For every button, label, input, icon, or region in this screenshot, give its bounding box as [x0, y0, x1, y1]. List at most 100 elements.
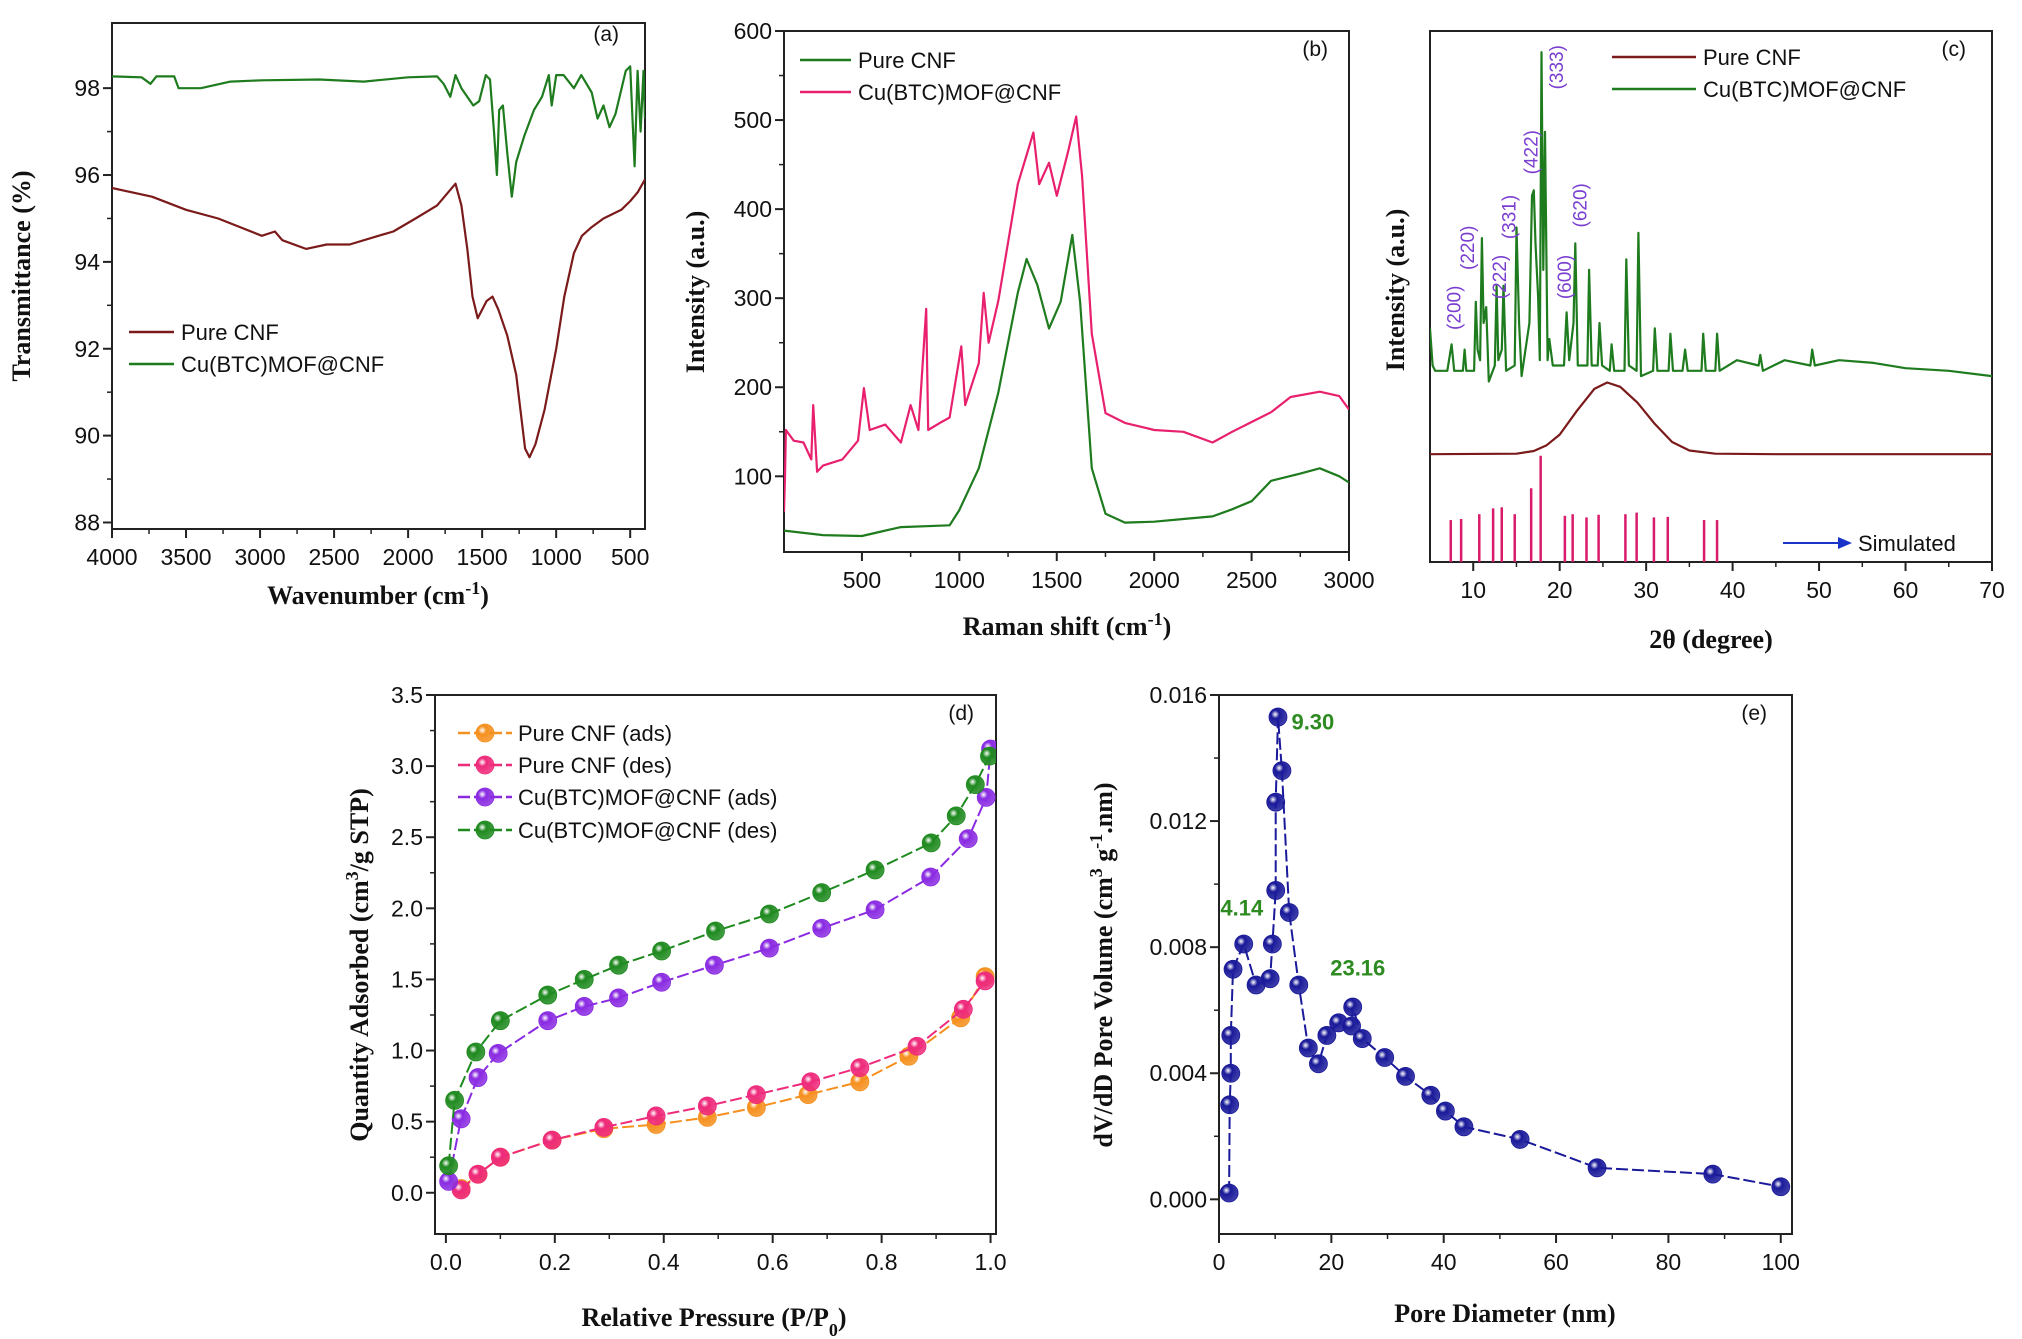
- axis-title-part: 0: [829, 1320, 838, 1339]
- legend-item: Cu(BTC)MOF@CNF (ads): [458, 785, 777, 810]
- x-tick-label: 1500: [457, 544, 508, 570]
- data-point: [1260, 969, 1280, 989]
- data-point: [1266, 881, 1286, 900]
- hkl-label: (220): [1458, 226, 1479, 270]
- x-tick-label: 80: [1656, 1249, 1682, 1275]
- panel-b: 500 1000 1500 2000 2500 3000 100 200 300 400 500 60…: [681, 18, 1375, 641]
- series-line: [784, 115, 1349, 512]
- plot-area: [439, 739, 996, 1200]
- data-point: [468, 1068, 488, 1087]
- simulated-label: Simulated: [1858, 531, 1956, 556]
- legend-label: Cu(BTC)MOF@CNF: [181, 352, 384, 377]
- x-tick-label: 20: [1547, 577, 1573, 603]
- data-point: [976, 787, 996, 807]
- y-tick-label: 92: [74, 336, 100, 362]
- plot-frame: [111, 22, 646, 530]
- data-point: [488, 1043, 508, 1063]
- legend-marker: [475, 787, 495, 807]
- data-point: [850, 1058, 870, 1078]
- y-tick-label: 600: [734, 18, 772, 44]
- x-tick-label: 100: [1762, 1249, 1800, 1275]
- panel-a: 4000 3500 3000 2500 2000 1500 1000 500 88 90 92 94 9…: [7, 22, 649, 610]
- x-tick-label: 2500: [308, 544, 359, 570]
- plot-area: [112, 65, 645, 459]
- data-point: [1510, 1130, 1530, 1149]
- y-tick-label: 0.016: [1149, 682, 1207, 708]
- data-point: [1272, 761, 1292, 781]
- data-point: [1343, 997, 1363, 1017]
- series-line: [112, 65, 645, 198]
- legend-item: Cu(BTC)MOF@CNF (des): [458, 818, 777, 843]
- y-axis-title: Intensity (a.u.): [681, 211, 710, 374]
- y-tick-label: 96: [74, 162, 100, 188]
- plot-frame: [1429, 30, 1993, 563]
- x-tick-label: 0.8: [866, 1249, 898, 1275]
- data-point: [594, 1117, 614, 1137]
- data-point: [1221, 1026, 1241, 1045]
- data-point: [812, 883, 832, 903]
- y-tick-label: 200: [734, 374, 772, 400]
- series-line: [447, 748, 992, 1182]
- axis-title-part: -1: [1148, 609, 1163, 629]
- axis-title-part: Quantity Adsorbed (cm: [345, 880, 374, 1142]
- x-tick-label: 3500: [160, 544, 211, 570]
- legend-item: Pure CNF: [1612, 45, 1801, 70]
- y-axis-title: Transmittance (%): [7, 170, 36, 381]
- data-point: [1309, 1054, 1328, 1074]
- axis-title-part: Raman shift (cm: [963, 612, 1148, 641]
- y-tick-label: 2.5: [391, 824, 423, 850]
- data-point: [1219, 1183, 1239, 1203]
- legend-label: Pure CNF: [858, 48, 956, 73]
- data-point: [1234, 934, 1254, 954]
- plot-area: [1430, 51, 1992, 562]
- data-point: [652, 941, 671, 961]
- x-tick-label: 50: [1806, 577, 1832, 603]
- series-line: [447, 755, 991, 1166]
- y-tick-label: 88: [74, 509, 100, 535]
- series-line: [1430, 381, 1992, 456]
- data-point: [746, 1085, 766, 1105]
- y-tick-label: 90: [74, 423, 100, 449]
- axis-title-part: ): [838, 1303, 847, 1332]
- peak-annotation: 23.16: [1330, 956, 1385, 981]
- y-axis-title: Quantity Adsorbed (cm3/g STP): [342, 788, 374, 1142]
- data-point: [652, 972, 671, 992]
- data-point: [445, 1090, 465, 1110]
- axis-title-part: Intensity (a.u.): [1381, 209, 1410, 372]
- legend: Pure CNF Cu(BTC)MOF@CNF: [1612, 45, 1906, 102]
- legend-marker: [475, 820, 495, 840]
- y-tick-label: 0.5: [391, 1109, 423, 1135]
- data-point: [1266, 792, 1286, 812]
- y-tick-label: 2.0: [391, 895, 423, 921]
- data-point: [953, 999, 973, 1019]
- data-point: [801, 1072, 821, 1092]
- data-point: [1421, 1085, 1441, 1105]
- x-tick-label: 0: [1213, 1249, 1226, 1275]
- legend-marker: [475, 723, 495, 743]
- x-tick-label: 2000: [383, 544, 434, 570]
- data-point: [760, 904, 779, 924]
- hkl-label: (620): [1571, 183, 1592, 227]
- data-point: [1352, 1029, 1372, 1048]
- data-point: [1396, 1066, 1415, 1086]
- series-line: [784, 233, 1349, 538]
- x-tick-label: 1000: [934, 567, 985, 593]
- legend-item: Pure CNF: [800, 48, 956, 73]
- data-point: [946, 806, 966, 826]
- series-line: [1430, 51, 1992, 383]
- legend-item: Cu(BTC)MOF@CNF: [800, 80, 1061, 105]
- x-tick-label: 0.6: [757, 1249, 789, 1275]
- x-tick-label: 30: [1633, 577, 1659, 603]
- plot-area: [784, 115, 1349, 538]
- y-tick-label: 1.5: [391, 966, 423, 992]
- series-line: [112, 178, 645, 459]
- data-point: [574, 997, 594, 1016]
- x-tick-label: 0.0: [430, 1249, 462, 1275]
- data-point: [542, 1130, 562, 1150]
- axis-title-part: ): [480, 581, 489, 610]
- x-tick-label: 70: [1979, 577, 2005, 603]
- axis-title-part: 3: [1086, 868, 1106, 877]
- hkl-label: (600): [1555, 255, 1576, 299]
- legend-label: Pure CNF: [181, 320, 279, 345]
- x-tick-label: 1000: [531, 544, 582, 570]
